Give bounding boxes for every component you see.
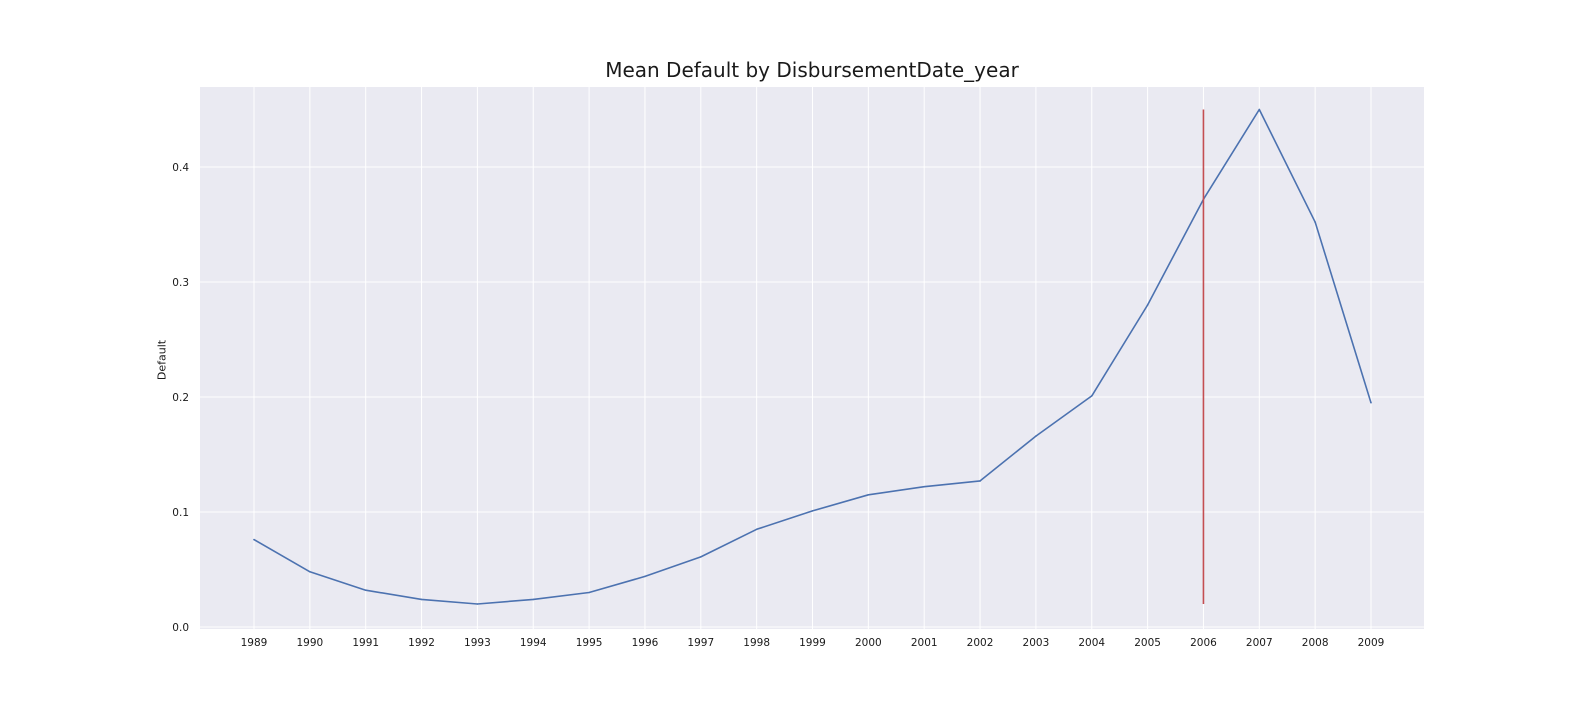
x-tick-label: 1995 (576, 637, 603, 649)
data-point (1370, 401, 1372, 404)
x-tick-label: 1990 (296, 637, 323, 649)
y-tick-label: 0.0 (172, 622, 189, 634)
data-point (1314, 221, 1316, 223)
x-tick-label: 2003 (1023, 637, 1050, 649)
x-tick-label: 1992 (408, 637, 435, 649)
data-point (588, 591, 590, 594)
x-tick-label: 2009 (1358, 637, 1385, 649)
data-point (755, 528, 758, 531)
data-point (811, 510, 814, 512)
x-tick-label: 2006 (1190, 637, 1217, 649)
data-point (420, 598, 423, 601)
y-tick-label: 0.4 (172, 162, 189, 174)
x-tick-label: 2001 (911, 637, 938, 649)
x-tick-label: 2008 (1302, 637, 1329, 649)
x-tick-label: 2005 (1134, 637, 1161, 649)
x-tick-label: 1998 (743, 637, 770, 649)
x-tick-label: 2004 (1078, 637, 1105, 649)
x-tick-label: 2000 (855, 637, 882, 649)
data-point (532, 598, 535, 601)
data-point (364, 589, 367, 591)
data-point (309, 571, 311, 573)
data-point (1146, 304, 1149, 306)
data-point (700, 556, 702, 558)
data-point (1258, 108, 1261, 111)
y-tick-label: 0.1 (172, 507, 189, 519)
x-tick-label: 2002 (967, 637, 994, 649)
y-tick-label: 0.2 (172, 392, 189, 404)
x-tick-label: 1997 (687, 637, 714, 649)
x-tick-label: 1999 (799, 637, 826, 649)
x-tick-label: 1989 (241, 637, 268, 649)
x-tick-label: 1994 (520, 637, 547, 649)
data-point (1035, 435, 1037, 437)
data-point (1090, 395, 1093, 397)
data-point (644, 575, 646, 578)
x-tick-label: 2007 (1246, 637, 1273, 649)
x-tick-label: 1993 (464, 637, 491, 649)
chart-title: Mean Default by DisbursementDate_year (605, 58, 1019, 82)
data-point (923, 485, 925, 488)
x-tick-label: 1996 (632, 637, 659, 649)
data-point (979, 480, 981, 482)
data-point (476, 603, 479, 605)
data-point (867, 493, 870, 496)
data-point (253, 538, 255, 541)
y-tick-label: 0.3 (172, 277, 189, 289)
x-tick-label: 1991 (352, 637, 379, 649)
